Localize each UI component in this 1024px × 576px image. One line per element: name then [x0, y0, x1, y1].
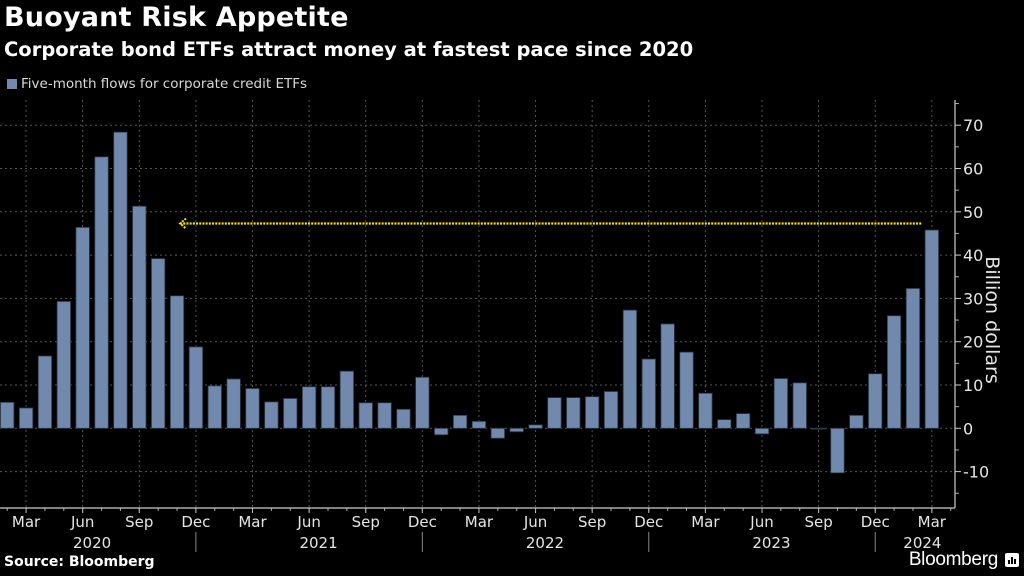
annotation — [178, 217, 922, 230]
x-tick-label: Jun — [523, 513, 547, 531]
chart-subtitle: Corporate bond ETFs attract money at fas… — [4, 38, 694, 61]
bar — [717, 419, 732, 429]
bloomberg-chart-icon — [1005, 553, 1019, 567]
bar — [207, 385, 222, 429]
source-note: Source: Bloomberg — [4, 554, 155, 570]
bar — [339, 370, 355, 429]
bar — [547, 397, 562, 429]
y-axis-label: Billion dollars — [981, 256, 1003, 383]
bar — [566, 397, 581, 429]
bar — [622, 309, 638, 429]
bar — [452, 414, 468, 429]
bar — [849, 414, 864, 429]
bar — [528, 424, 543, 429]
bar — [886, 315, 902, 429]
bar — [830, 427, 845, 474]
bars — [0, 131, 939, 474]
bar — [811, 427, 826, 430]
x-tick-label: Dec — [408, 513, 437, 531]
bar — [698, 392, 713, 429]
bar — [56, 301, 71, 429]
bar — [679, 351, 694, 429]
bar — [754, 427, 770, 435]
x-tick-label: Dec — [861, 513, 890, 531]
x-tick-label: Sep — [352, 513, 380, 531]
y-tick-label: 70 — [963, 116, 983, 135]
bar — [471, 420, 487, 429]
x-tick-label: Sep — [125, 513, 153, 531]
bar — [226, 378, 241, 429]
bar — [905, 288, 921, 429]
y-tick-label: 10 — [963, 376, 983, 395]
x-year-label: 2020 — [73, 534, 111, 552]
y-axis: 70 60 50 40 30 20 10 0 -10 — [954, 100, 989, 508]
bar — [792, 382, 807, 429]
x-tick-label: Jun — [749, 513, 773, 531]
x-tick-label: Mar — [918, 513, 947, 531]
bar — [320, 386, 336, 429]
bar — [585, 396, 600, 429]
bar — [264, 401, 279, 429]
bar — [641, 358, 656, 429]
x-tick-label: Mar — [12, 513, 41, 531]
bar — [94, 156, 109, 429]
bar — [377, 402, 392, 429]
y-tick-label: 30 — [963, 289, 983, 308]
legend: Five-month flows for corporate credit ET… — [7, 76, 307, 92]
bar — [660, 323, 675, 429]
x-tick-label: Sep — [578, 513, 606, 531]
bar — [358, 402, 373, 429]
y-tick-label: 50 — [963, 203, 983, 222]
x-axis: Mar Jun Sep Dec Mar Jun Sep Dec Mar Jun Sep Dec Mar J… — [0, 507, 955, 552]
y-tick-label: 40 — [963, 246, 983, 265]
x-tick-label: Sep — [804, 513, 832, 531]
x-year-label: 2023 — [752, 534, 790, 552]
bar — [18, 407, 34, 429]
bar — [0, 401, 15, 429]
x-tick-label: Mar — [691, 513, 720, 531]
x-year-label: 2022 — [526, 534, 564, 552]
bar — [301, 386, 317, 429]
x-tick-label: Jun — [296, 513, 320, 531]
bar — [735, 413, 751, 429]
bar — [396, 408, 411, 429]
x-tick-label: Dec — [634, 513, 663, 531]
bar — [169, 295, 185, 429]
bar — [490, 427, 505, 439]
bar — [603, 391, 619, 429]
chart-title: Buoyant Risk Appetite — [4, 2, 349, 33]
y-tick-label: 60 — [963, 160, 983, 179]
x-year-label: 2021 — [299, 534, 337, 552]
bar — [773, 378, 789, 429]
x-tick-label: Jun — [70, 513, 94, 531]
arrow-head-icon — [178, 217, 187, 230]
y-tick-label: 20 — [963, 333, 983, 352]
bar — [283, 398, 298, 429]
x-tick-label: Mar — [238, 513, 267, 531]
bar — [509, 427, 524, 433]
bar — [132, 205, 147, 429]
bar — [924, 229, 939, 429]
y-tick-label: -10 — [963, 463, 989, 482]
bar — [245, 388, 260, 429]
bar — [188, 346, 204, 429]
bloomberg-logo: Bloomberg — [908, 549, 998, 570]
y-tick-label: 0 — [963, 419, 973, 438]
bar — [415, 376, 430, 429]
x-tick-label: Dec — [181, 513, 210, 531]
bar — [151, 258, 166, 429]
legend-label: Five-month flows for corporate credit ET… — [21, 76, 308, 92]
x-tick-label: Mar — [465, 513, 494, 531]
legend-swatch — [7, 79, 17, 89]
bar — [868, 373, 883, 429]
bar — [113, 131, 128, 429]
bar — [434, 427, 449, 436]
bar — [75, 226, 90, 429]
x-year-label: 2024 — [903, 534, 941, 552]
bar — [37, 355, 53, 429]
